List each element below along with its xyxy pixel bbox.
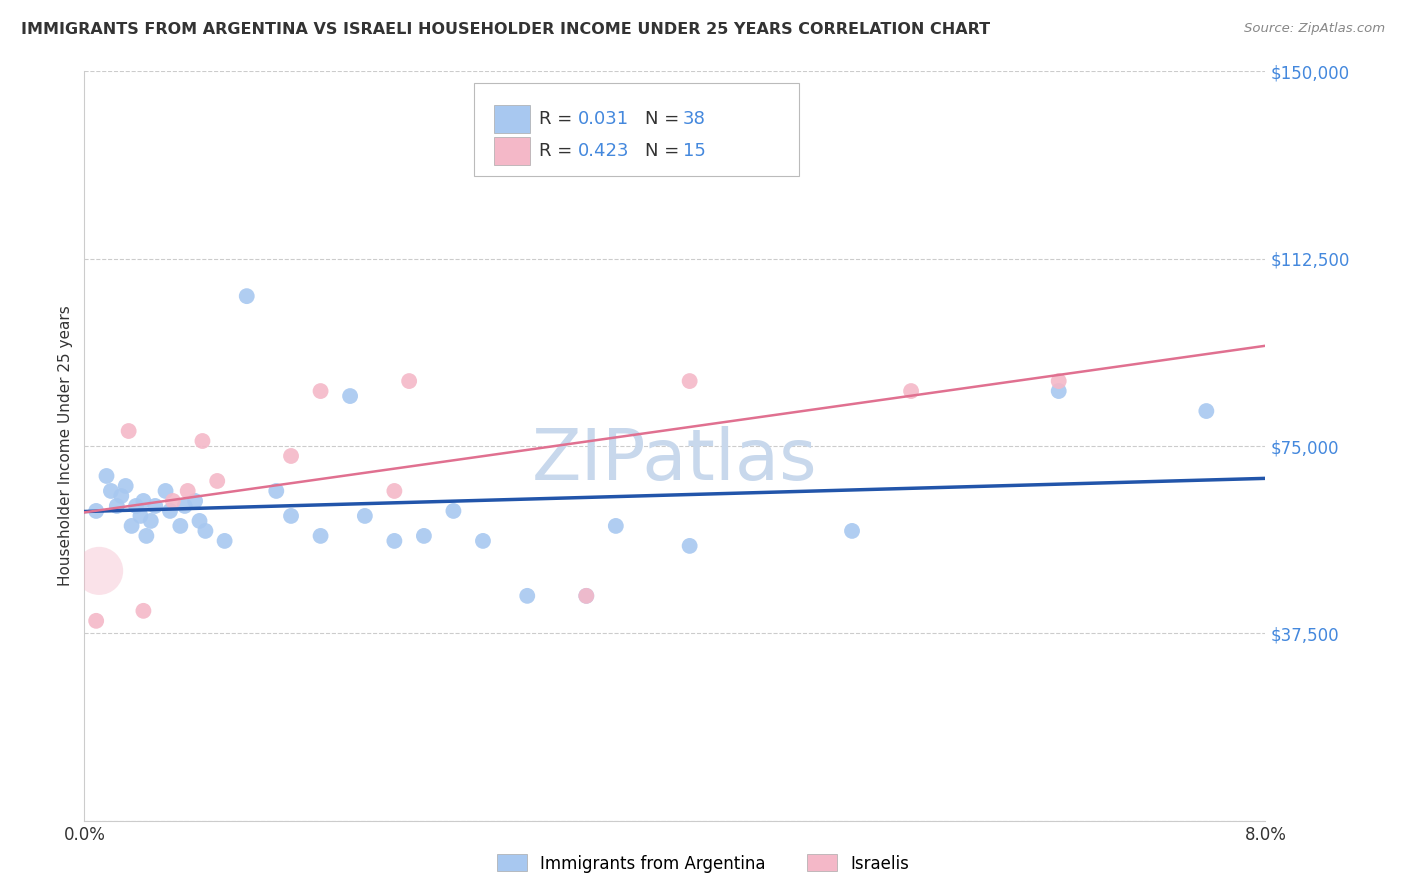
FancyBboxPatch shape xyxy=(494,136,530,165)
Point xyxy=(114,479,136,493)
Point xyxy=(679,539,702,553)
Point xyxy=(118,424,141,438)
Point xyxy=(575,589,598,603)
Point xyxy=(184,494,207,508)
Text: Source: ZipAtlas.com: Source: ZipAtlas.com xyxy=(1244,22,1385,36)
Point xyxy=(575,589,598,603)
Point xyxy=(162,494,184,508)
Point xyxy=(191,434,214,448)
Point xyxy=(900,384,922,398)
Point xyxy=(96,469,118,483)
Point xyxy=(87,564,111,578)
Point xyxy=(214,533,236,548)
Point xyxy=(125,499,148,513)
Point xyxy=(132,494,155,508)
Legend: Immigrants from Argentina, Israelis: Immigrants from Argentina, Israelis xyxy=(489,847,917,880)
Point xyxy=(159,504,181,518)
Point xyxy=(84,614,107,628)
Point xyxy=(398,374,420,388)
Text: R =: R = xyxy=(538,142,578,160)
Point xyxy=(264,483,288,498)
Point xyxy=(384,483,406,498)
Point xyxy=(143,499,166,513)
Point xyxy=(121,519,143,533)
Point xyxy=(194,524,217,538)
Text: IMMIGRANTS FROM ARGENTINA VS ISRAELI HOUSEHOLDER INCOME UNDER 25 YEARS CORRELATI: IMMIGRANTS FROM ARGENTINA VS ISRAELI HOU… xyxy=(21,22,990,37)
Point xyxy=(1195,404,1218,418)
Point xyxy=(280,508,302,523)
Point xyxy=(84,504,107,518)
FancyBboxPatch shape xyxy=(494,105,530,133)
Point xyxy=(110,489,132,503)
Text: 0.031: 0.031 xyxy=(578,110,628,128)
Point xyxy=(1047,384,1070,398)
Text: 0.423: 0.423 xyxy=(578,142,630,160)
Point xyxy=(100,483,122,498)
Point xyxy=(280,449,302,463)
Point xyxy=(841,524,863,538)
Point xyxy=(235,289,259,303)
Point xyxy=(135,529,157,543)
Point xyxy=(177,483,200,498)
FancyBboxPatch shape xyxy=(474,83,799,177)
Point xyxy=(173,499,195,513)
Point xyxy=(472,533,495,548)
Point xyxy=(679,374,702,388)
Point xyxy=(605,519,627,533)
Point xyxy=(339,389,361,403)
Point xyxy=(413,529,436,543)
Point xyxy=(516,589,538,603)
Text: N =: N = xyxy=(645,142,685,160)
Point xyxy=(354,508,377,523)
Point xyxy=(105,499,128,513)
Point xyxy=(309,529,332,543)
Text: 38: 38 xyxy=(683,110,706,128)
Point xyxy=(132,604,155,618)
Text: R =: R = xyxy=(538,110,578,128)
Y-axis label: Householder Income Under 25 years: Householder Income Under 25 years xyxy=(58,306,73,586)
Point xyxy=(169,519,191,533)
Point xyxy=(139,514,162,528)
Point xyxy=(129,508,152,523)
Point xyxy=(384,533,406,548)
Point xyxy=(155,483,177,498)
Text: ZIPatlas: ZIPatlas xyxy=(531,426,818,495)
Point xyxy=(207,474,229,488)
Point xyxy=(188,514,211,528)
Text: N =: N = xyxy=(645,110,685,128)
Point xyxy=(443,504,465,518)
Point xyxy=(1047,374,1070,388)
Text: 15: 15 xyxy=(683,142,706,160)
Point xyxy=(309,384,332,398)
